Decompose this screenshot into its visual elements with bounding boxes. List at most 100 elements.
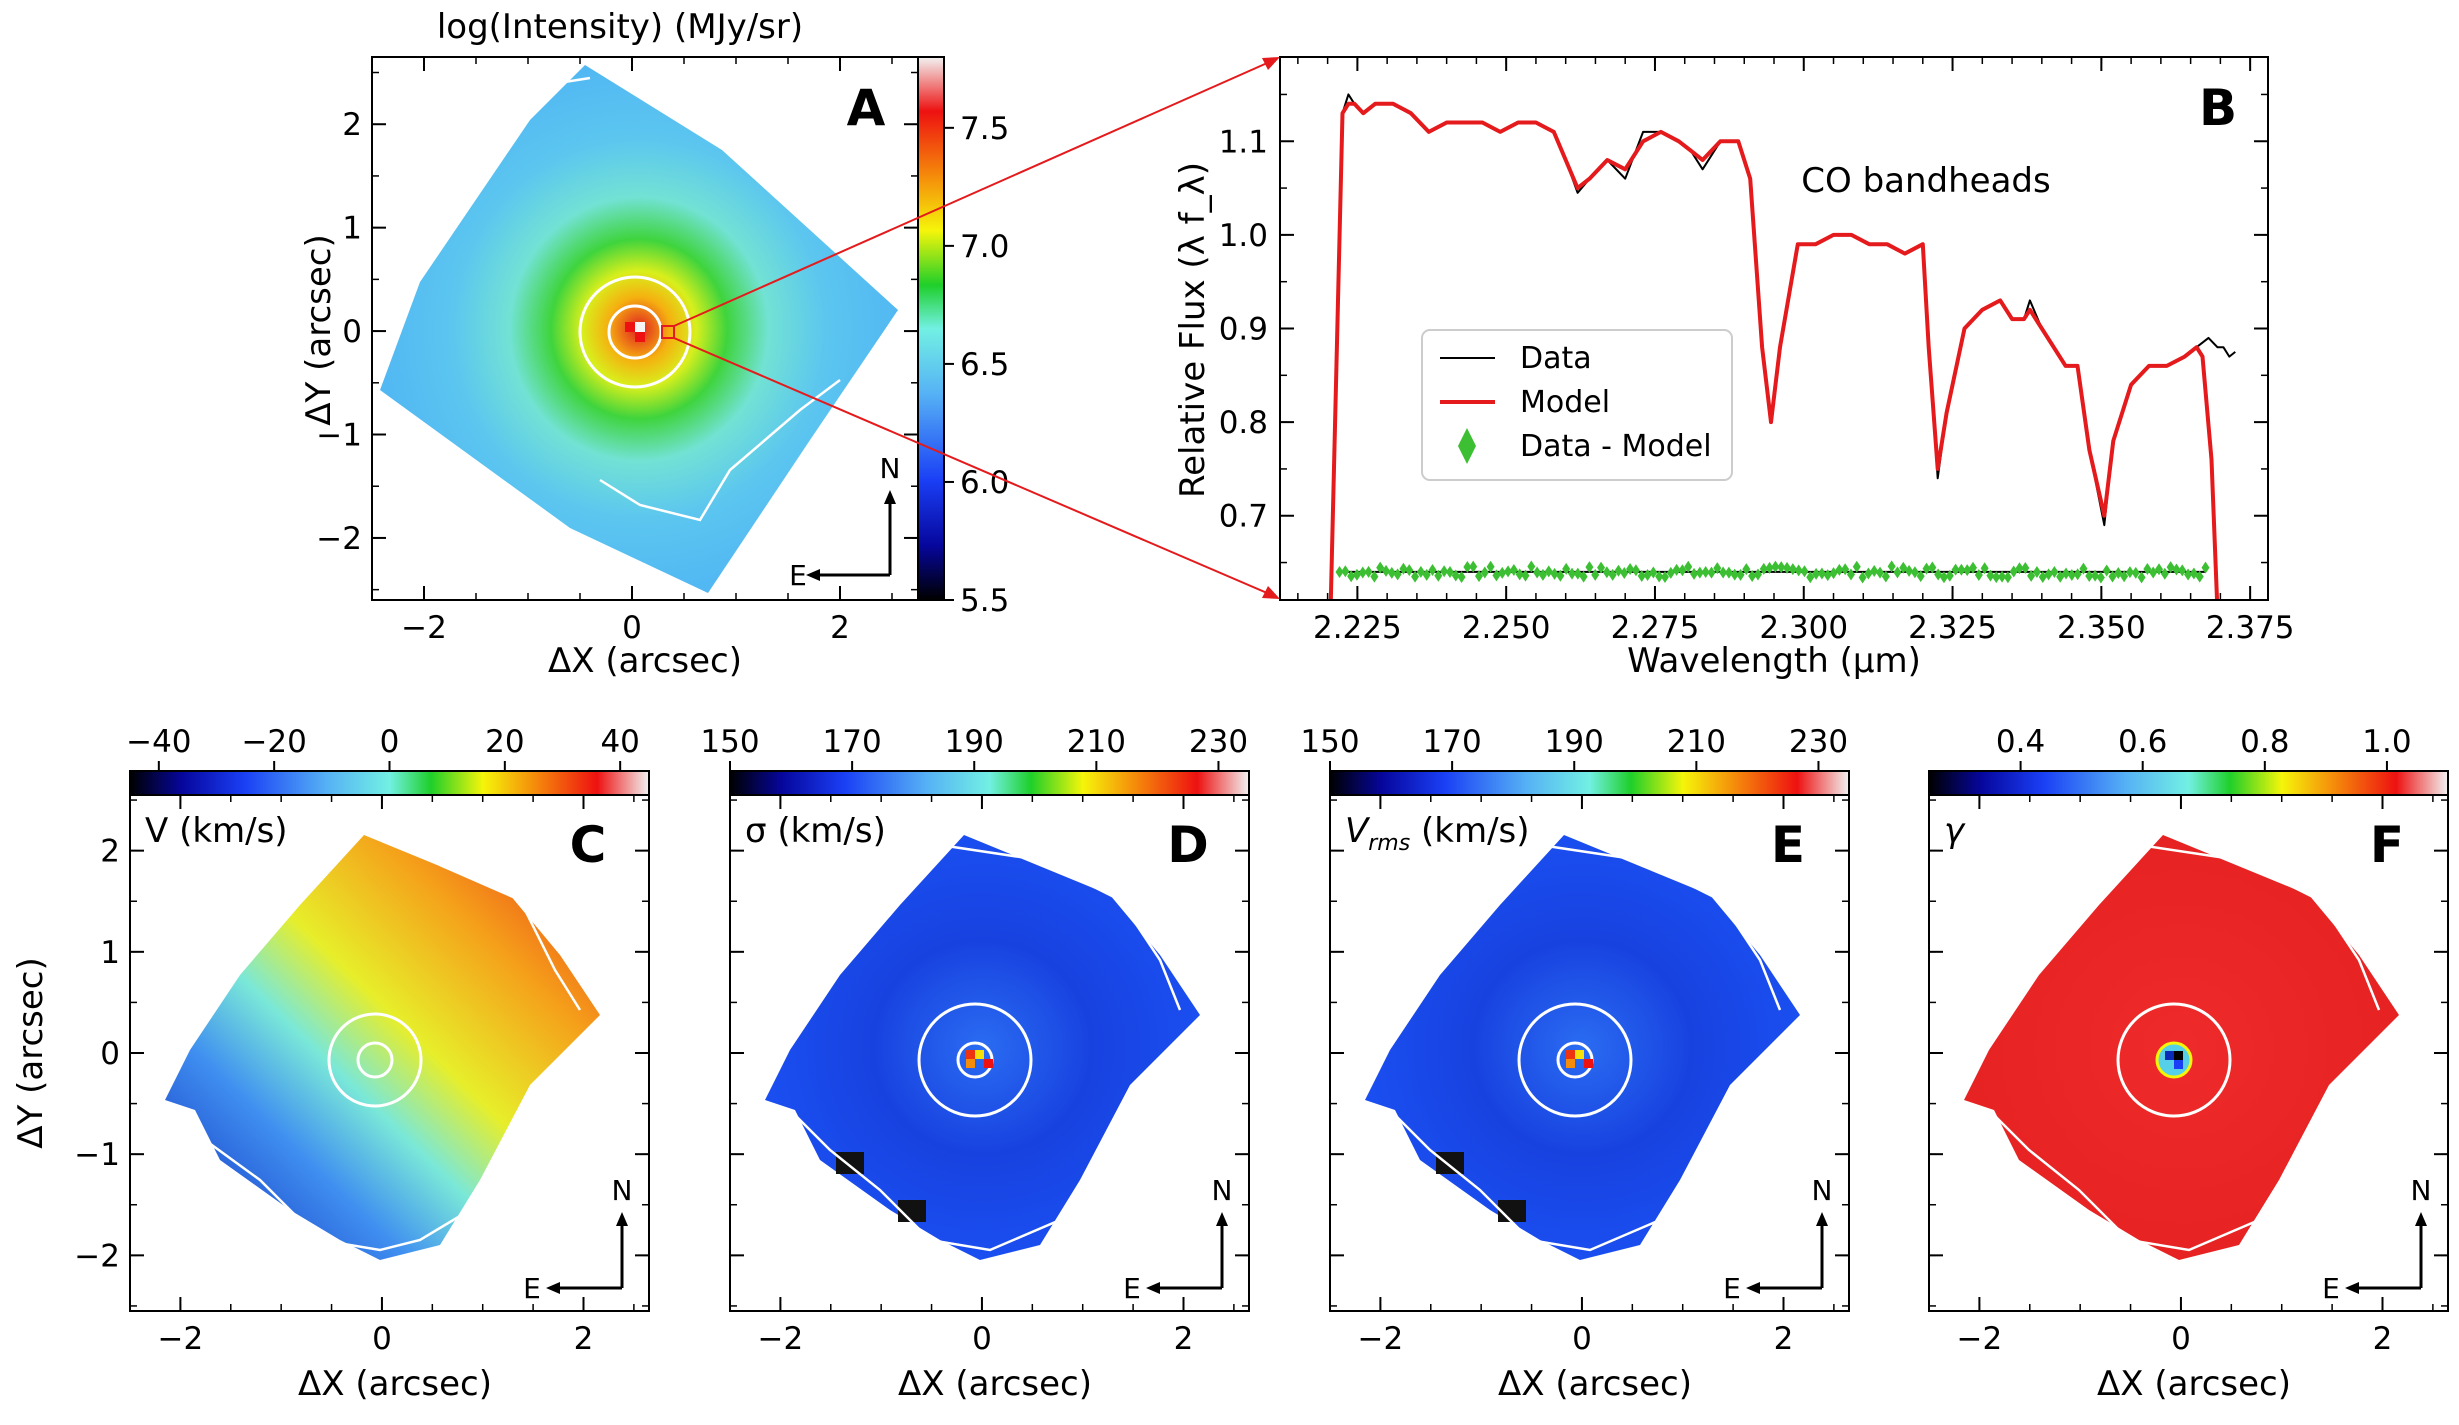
residual-point [2178,564,2187,577]
panel-e-colorbar [1329,770,1850,796]
residual-point [1672,563,1681,576]
zoom-arrow-bottom [673,337,1275,597]
residual-point [1341,565,1350,578]
residual-point [1556,569,1565,582]
residual-point [1382,564,1391,577]
panel-b-legend: Data Model Data - Model [1421,329,1733,481]
compass-f-north: N [2411,1174,2432,1207]
residual-point [1649,566,1658,579]
residual-point [1347,570,1356,583]
residual-point [1451,569,1460,582]
residual-point [1794,564,1803,577]
zoom-arrow-bottom-head [1262,586,1280,599]
panel-e-quantity-symbol: V [1345,811,1371,851]
panel-c-colorbar-tick-label: 0 [380,724,400,760]
residual-point [1928,561,1937,574]
contour-inner-e [1517,1002,1633,1118]
panel-c-y-tick-label: 0 [100,1036,120,1072]
residual-point [1724,566,1733,579]
residual-point [1660,570,1669,583]
panel-a-y-tick-label: −1 [316,418,362,454]
panel-b-y-tick-label: 1.0 [1219,218,1268,254]
dark-pixel [836,1152,864,1174]
contour-outer-c [439,863,582,1011]
panel-e-colorbar-ticks: 150 170 190 210 230 [1300,724,1848,771]
residual-point [1608,568,1617,581]
compass-c: N E [523,1174,632,1305]
residual-point [2003,571,2012,584]
panel-b-xlabel: Wavelength (μm) [1627,641,1921,681]
panel-a-colorbar-tick-label: 7.0 [960,229,1009,265]
residual-point [1695,566,1704,579]
compass-a-north: N [880,452,901,485]
residual-point [1527,560,1536,573]
panel-a-y-tick-label: 0 [342,314,362,350]
residual-point [1602,566,1611,579]
panel-f-colorbar-tick-label: 0.4 [1996,724,2045,760]
core-pixel [984,1059,993,1068]
residual-point [2184,568,2193,581]
residual-point [1428,563,1437,576]
panel-d-colorbar-tick-label: 150 [700,724,759,760]
panel-a-colorbar-tick-label: 5.5 [960,583,1009,619]
residual-point [2050,566,2059,579]
panel-a-x-tick-label: 0 [622,610,642,646]
contour-outer-e-2 [1389,1109,1661,1252]
core-pixel [1566,1059,1575,1068]
residual-point [1910,566,1919,579]
panel-e: 150 170 190 210 230 Vrms (km/s) E −2 0 2 ΔX (a… [1300,724,1850,1404]
residual-point [1835,563,1844,576]
panel-c-colorbar-tick-label: 20 [485,724,524,760]
panel-b-xlabel-text: Wavelength (μm) [1627,641,1921,681]
panel-a-y-tick-label: 2 [342,107,362,143]
panel-b-x-tick-label: 2.350 [2057,610,2146,646]
panel-b-x-tick-label: 2.225 [1313,610,1402,646]
residual-point [1998,570,2007,583]
residual-point [1905,564,1914,577]
contour-inner-f [2116,1002,2232,1118]
residual-point [2172,563,2181,576]
residual-point [1492,569,1501,582]
core-pixel [966,1059,975,1068]
residual-point [2120,570,2129,583]
residual-point [1788,563,1797,576]
residual-point [1969,561,1978,574]
core-pixel [2165,1051,2174,1060]
panel-a-x-tick-label: 2 [830,610,850,646]
residual-point [1684,560,1693,573]
residual-point [1963,564,1972,577]
residual-point [1858,571,1867,584]
residual-point [1753,568,1762,581]
residual-point [1730,568,1739,581]
contour-outer-c-2 [204,1138,471,1252]
residual-point [1498,566,1507,579]
residual-point [1504,565,1513,578]
panel-b-x-tick-label: 2.325 [1908,610,1997,646]
panel-e-x-tick-label: 2 [1774,1321,1794,1357]
panel-a: log(Intensity) (MJy/sr) A −2 0 2 −2 −1 0 1 2 ΔX… [299,7,1009,681]
residual-point [1870,564,1879,577]
compass-e-east: E [1723,1272,1741,1305]
panel-e-colorbar-tick-label: 150 [1300,724,1359,760]
residual-point [1922,562,1931,575]
series-model [1328,101,2220,600]
panel-f-colorbar-tick-label: 0.6 [2118,724,2167,760]
compass-a: N E [789,452,900,592]
panel-c-x-tick-label: 0 [372,1321,392,1357]
contour-outer-d [939,843,1182,1011]
panel-d-xlabel: ΔX (arcsec) [898,1364,1092,1404]
panel-b-y-tick-label: 0.7 [1219,499,1268,535]
residual-point [1800,565,1809,578]
panel-d-x-tick-label: 2 [1174,1321,1194,1357]
residual-point [2044,568,2053,581]
residual-point [1893,566,1902,579]
residual-point [2160,567,2169,580]
residual-point [2137,571,2146,584]
co-bandheads-annotation: CO bandheads [1801,161,2050,201]
contour-inner-a [578,275,692,389]
dark-pixel [1436,1152,1464,1174]
core-pixel [1566,1050,1575,1059]
residual-point [1411,570,1420,583]
residual-point [1887,560,1896,573]
